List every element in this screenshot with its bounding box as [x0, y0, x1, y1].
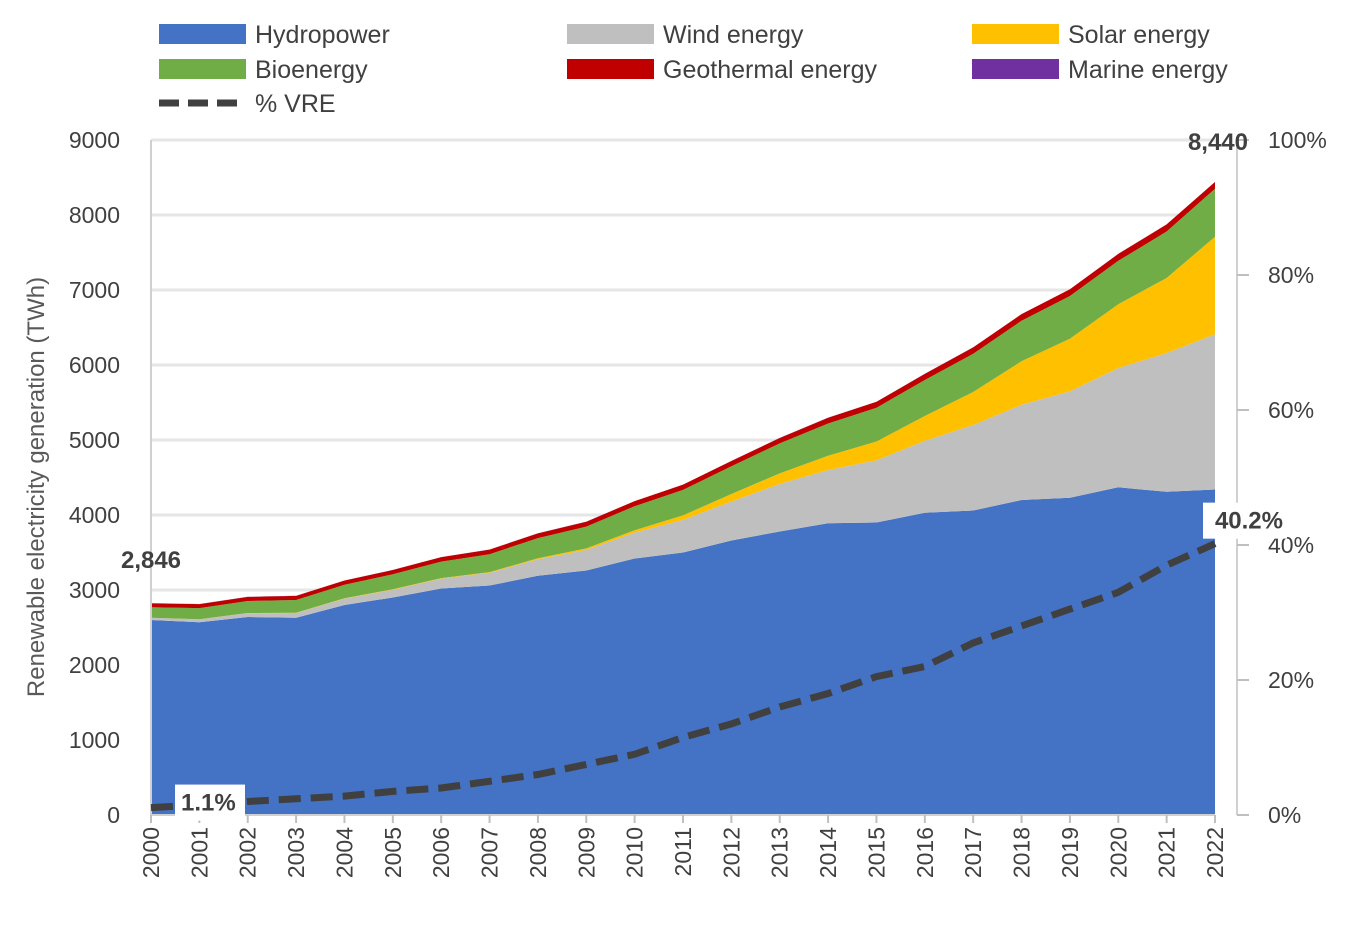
- legend: Hydropower Wind energy Solar energy Bioener…: [159, 21, 1228, 118]
- x-tick-label: 2009: [573, 827, 599, 878]
- x-tick-label: 2016: [912, 827, 938, 878]
- legend-swatch-hydropower: [159, 24, 246, 44]
- legend-label-geothermal-energy: Geothermal energy: [663, 56, 878, 84]
- y-tick-label: 2000: [69, 652, 120, 678]
- y-tick-label: 4000: [69, 502, 120, 528]
- legend-swatch-marine-energy: [972, 59, 1059, 79]
- x-tick-label: 2012: [718, 827, 744, 878]
- x-tick-label: 2007: [477, 827, 503, 878]
- x-tick-label: 2006: [428, 827, 454, 878]
- x-tick-label: 2011: [670, 827, 696, 876]
- y-tick-label: 6000: [69, 352, 120, 378]
- x-tick-label: 2019: [1057, 827, 1083, 878]
- y2-tick-label: 60%: [1268, 397, 1314, 423]
- x-tick-label: 2004: [332, 827, 358, 878]
- x-tick-label: 2000: [138, 827, 164, 878]
- legend-label-hydropower: Hydropower: [255, 21, 390, 49]
- x-tick-label: 2017: [960, 827, 986, 878]
- x-tick-label: 2010: [622, 827, 648, 878]
- y-tick-label: 8000: [69, 202, 120, 228]
- y-tick-label: 7000: [69, 277, 120, 303]
- x-tick-label: 2021: [1154, 827, 1180, 878]
- x-tick-label: 2018: [1009, 827, 1035, 878]
- y-tick-label: 1000: [69, 727, 120, 753]
- vre-label-2000: 1.1%: [181, 790, 236, 817]
- y2-tick-label: 0%: [1268, 802, 1301, 828]
- y-axis-title: Renewable electricity generation (TWh): [23, 277, 50, 697]
- vre-line-layer: [150, 540, 1217, 812]
- area-series: [151, 181, 1215, 815]
- x-tick-label: 2020: [1105, 827, 1131, 878]
- y2-tick-label: 20%: [1268, 667, 1314, 693]
- legend-label-vre: % VRE: [255, 90, 336, 118]
- x-tick-label: 2015: [864, 827, 890, 878]
- x-tick-label: 2002: [235, 827, 261, 878]
- y2-tick-label: 100%: [1268, 127, 1327, 153]
- vre-line: [150, 540, 1217, 812]
- x-tick-label: 2014: [815, 827, 841, 878]
- total-label-2022: 8,440: [1188, 129, 1248, 156]
- annotations: 2,846 8,440 1.1% 40.2%: [121, 129, 1287, 821]
- vre-label-2022: 40.2%: [1215, 508, 1283, 535]
- area-wind-energy: [151, 334, 1215, 623]
- vre-label-2022-box: [1203, 502, 1287, 539]
- y-tick-label: 9000: [69, 127, 120, 153]
- legend-swatch-bioenergy: [159, 59, 246, 79]
- y2-tick-label: 80%: [1268, 262, 1314, 288]
- x-tick-label: 2001: [186, 827, 212, 878]
- x-tick-label: 2003: [283, 827, 309, 878]
- legend-swatch-geothermal-energy: [567, 59, 654, 79]
- legend-swatch-wind-energy: [567, 24, 654, 44]
- total-label-2000: 2,846: [121, 547, 181, 574]
- legend-label-solar-energy: Solar energy: [1068, 21, 1210, 49]
- x-tick-label: 2013: [767, 827, 793, 878]
- legend-label-marine-energy: Marine energy: [1068, 56, 1228, 84]
- vre-label-2000-box: [175, 784, 245, 821]
- x-tick-label: 2005: [380, 827, 406, 878]
- legend-label-bioenergy: Bioenergy: [255, 56, 368, 84]
- legend-swatch-solar-energy: [972, 24, 1059, 44]
- legend-label-wind-energy: Wind energy: [663, 21, 804, 49]
- y-tick-label: 3000: [69, 577, 120, 603]
- x-tick-label: 2022: [1202, 827, 1228, 878]
- x-tick-label: 2008: [525, 827, 551, 878]
- y-tick-label: 0: [107, 802, 120, 828]
- area-hydropower: [151, 487, 1215, 815]
- y-tick-label: 5000: [69, 427, 120, 453]
